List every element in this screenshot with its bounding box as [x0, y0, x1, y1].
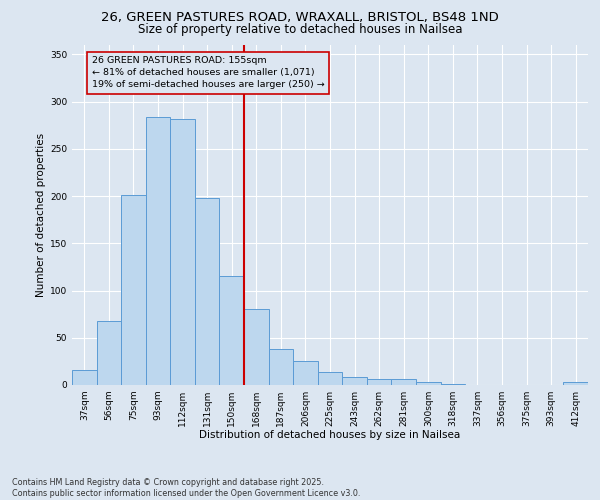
- Bar: [72, 370, 97, 385]
- Bar: [440, 384, 465, 385]
- Text: 26, GREEN PASTURES ROAD, WRAXALL, BRISTOL, BS48 1ND: 26, GREEN PASTURES ROAD, WRAXALL, BRISTO…: [101, 12, 499, 24]
- Text: 26 GREEN PASTURES ROAD: 155sqm
← 81% of detached houses are smaller (1,071)
19% : 26 GREEN PASTURES ROAD: 155sqm ← 81% of …: [92, 56, 325, 89]
- Text: Contains HM Land Registry data © Crown copyright and database right 2025.
Contai: Contains HM Land Registry data © Crown c…: [12, 478, 361, 498]
- Bar: [293, 362, 318, 385]
- Bar: [146, 117, 170, 385]
- Bar: [318, 372, 342, 385]
- Bar: [416, 382, 440, 385]
- Bar: [367, 380, 391, 385]
- Bar: [269, 349, 293, 385]
- Bar: [342, 376, 367, 385]
- Text: Size of property relative to detached houses in Nailsea: Size of property relative to detached ho…: [138, 22, 462, 36]
- Bar: [244, 310, 269, 385]
- Bar: [391, 380, 416, 385]
- Bar: [220, 276, 244, 385]
- Bar: [563, 382, 588, 385]
- Bar: [195, 198, 220, 385]
- Bar: [170, 118, 195, 385]
- Bar: [97, 321, 121, 385]
- Y-axis label: Number of detached properties: Number of detached properties: [36, 133, 46, 297]
- X-axis label: Distribution of detached houses by size in Nailsea: Distribution of detached houses by size …: [199, 430, 461, 440]
- Bar: [121, 195, 146, 385]
